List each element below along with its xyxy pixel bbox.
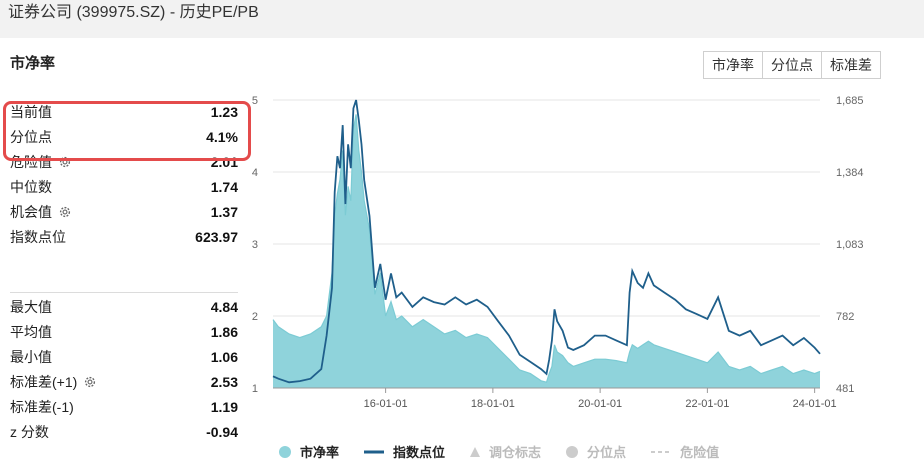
stat-label: 标准差(-1) — [10, 399, 74, 415]
legend-item-rebalance[interactable]: 调仓标志 — [469, 442, 541, 461]
stat-current-value: 当前值 1.23 — [10, 100, 238, 124]
section-title: 市净率 — [10, 55, 56, 72]
stat-index-level: 指数点位 623.97 — [10, 225, 238, 249]
stat-label: 分位点 — [10, 129, 52, 145]
stat-label: 标准差(+1) — [10, 370, 97, 394]
index-line — [272, 99, 821, 384]
stat-std-plus-1: 标准差(+1) 2.53 — [10, 370, 238, 394]
stat-median: 中位数 1.74 — [10, 175, 238, 199]
chart-legend: 市净率 指数点位 调仓标志 分位点 危险值 — [278, 442, 743, 461]
y-right-tick-label: 1,685 — [836, 95, 864, 107]
stat-min: 最小值 1.06 — [10, 345, 238, 369]
y-right-tick-label: 1,083 — [836, 239, 864, 251]
highlight-box — [3, 101, 251, 161]
y-left-tick-label: 2 — [252, 311, 258, 323]
y-left-tick-label: 4 — [252, 167, 258, 179]
tab-std-dev[interactable]: 标准差 — [821, 51, 881, 79]
y-left-tick-label: 3 — [252, 239, 258, 251]
stat-label: 当前值 — [10, 104, 52, 120]
stats-divider — [10, 292, 238, 293]
stat-label: 机会值 — [10, 200, 72, 224]
stat-value: 1.19 — [210, 399, 238, 415]
x-tick-label: 20-01-01 — [578, 398, 622, 410]
stat-value: 1.86 — [210, 324, 238, 340]
y-right-tick-label: 481 — [836, 383, 854, 395]
stat-mean: 平均值 1.86 — [10, 320, 238, 344]
stat-value: 1.74 — [210, 179, 238, 195]
stat-label: 中位数 — [10, 179, 52, 195]
stat-value: 2.53 — [210, 374, 238, 390]
legend-item-index[interactable]: 指数点位 — [363, 442, 445, 461]
stat-max: 最大值 4.84 — [10, 295, 238, 319]
y-right-tick-label: 782 — [836, 311, 854, 323]
y-left-tick-label: 5 — [252, 95, 258, 107]
circle-icon — [566, 445, 579, 458]
stat-label: 最小值 — [10, 349, 52, 365]
legend-label: 调仓标志 — [489, 445, 542, 460]
x-tick-label: 22-01-01 — [685, 398, 729, 410]
stat-value: 1.37 — [210, 204, 238, 220]
x-tick-label: 18-01-01 — [471, 398, 515, 410]
stat-z-score: z 分数 -0.94 — [10, 420, 238, 444]
stat-label: 指数点位 — [10, 229, 66, 245]
legend-label: 市净率 — [300, 445, 340, 460]
line-icon — [364, 450, 385, 453]
circle-icon — [279, 445, 291, 458]
pb-area — [273, 114, 820, 389]
stat-value: 1.23 — [210, 104, 238, 120]
stat-value: 4.84 — [210, 299, 238, 315]
legend-item-percentile[interactable]: 分位点 — [565, 442, 626, 461]
stat-label: 最大值 — [10, 299, 52, 315]
x-tick-label: 16-01-01 — [364, 398, 408, 410]
stat-value: 4.1% — [206, 129, 238, 145]
legend-label: 危险值 — [680, 445, 720, 460]
stat-value: -0.94 — [206, 424, 238, 440]
legend-item-danger[interactable]: 危险值 — [650, 442, 719, 461]
dash-icon — [651, 450, 672, 453]
stat-percentile: 分位点 4.1% — [10, 125, 238, 149]
x-tick-label: 24-01-01 — [793, 398, 837, 410]
legend-item-pb[interactable]: 市净率 — [278, 442, 339, 461]
metric-tabs: 市净率 分位点 标准差 — [703, 51, 881, 79]
stat-value: 623.97 — [195, 229, 238, 245]
pb-line — [272, 114, 821, 383]
y-right-tick-label: 1,384 — [836, 167, 864, 179]
stat-opportunity-value: 机会值 1.37 — [10, 200, 238, 224]
legend-label: 分位点 — [587, 445, 627, 460]
gear-icon[interactable] — [83, 375, 97, 389]
y-left-tick-label: 1 — [252, 383, 258, 395]
stat-std-minus-1: 标准差(-1) 1.19 — [10, 395, 238, 419]
stat-label: z 分数 — [10, 424, 49, 440]
gear-icon[interactable] — [58, 205, 72, 219]
legend-label: 指数点位 — [393, 445, 446, 460]
triangle-icon — [470, 446, 481, 457]
pb-chart: 1 481 2 782 3 1,083 4 1,384 5 1,685 16-01-01 18-01-… — [252, 95, 864, 410]
window-title: 证券公司 (399975.SZ) - 历史PE/PB — [8, 4, 259, 21]
stat-label-text: 机会值 — [10, 204, 52, 220]
stat-label: 平均值 — [10, 324, 52, 340]
stat-value: 1.06 — [210, 349, 238, 365]
stat-label-text: 标准差(+1) — [10, 374, 78, 390]
chart-panel: 市净率 市净率 分位点 标准差 当前值 1.23 分位点 4.1% 危险值 2.… — [0, 38, 924, 465]
chart-axes: 1 481 2 782 3 1,083 4 1,384 5 1,685 16-01-01 18-01-… — [252, 95, 864, 410]
